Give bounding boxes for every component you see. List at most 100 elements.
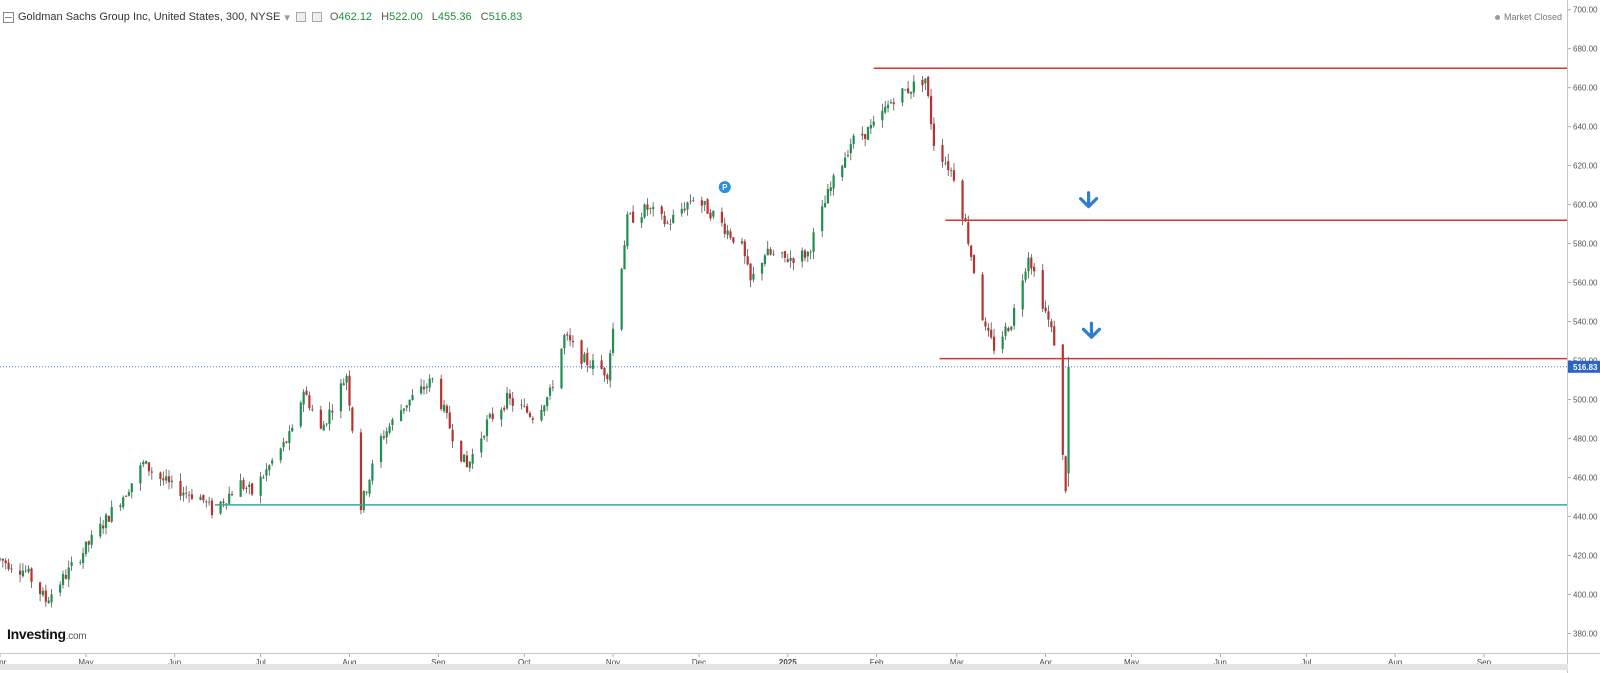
- candle: [869, 119, 872, 134]
- candle-body: [889, 102, 893, 104]
- x-tick-label: Dec: [692, 658, 706, 667]
- candle: [150, 467, 153, 480]
- candle-body: [382, 436, 385, 438]
- hide-icon[interactable]: [311, 12, 322, 22]
- candle: [359, 428, 363, 515]
- candle: [548, 384, 552, 400]
- candle-body: [483, 436, 486, 438]
- candle: [846, 149, 850, 158]
- candle: [465, 450, 469, 468]
- candle-body: [849, 144, 852, 154]
- candle: [1067, 356, 1070, 487]
- candle: [992, 329, 996, 355]
- candle: [726, 225, 729, 240]
- candle: [411, 389, 414, 401]
- candle: [949, 167, 953, 177]
- candle: [431, 377, 434, 383]
- candle-body: [411, 395, 414, 400]
- open-value: 462.12: [338, 11, 373, 23]
- x-tick-label: Mar: [950, 658, 964, 667]
- candle-body: [491, 413, 494, 420]
- candle-body: [165, 476, 168, 481]
- x-tick-label: Jun: [168, 658, 181, 667]
- candle-body: [119, 505, 122, 508]
- candle: [901, 87, 904, 107]
- candle-body: [488, 414, 491, 418]
- settings-icon[interactable]: [295, 12, 306, 22]
- candle-body: [471, 454, 474, 464]
- candle-body: [829, 187, 832, 192]
- candle-body: [50, 594, 53, 603]
- candle: [1001, 331, 1004, 354]
- candle-body: [228, 493, 231, 504]
- candle-body: [422, 386, 426, 390]
- candle: [259, 472, 262, 504]
- candle: [182, 486, 185, 502]
- candle-body: [262, 477, 265, 479]
- candle: [440, 374, 443, 411]
- candle: [471, 448, 474, 470]
- candle: [308, 391, 311, 411]
- dropdown-icon[interactable]: ▾: [284, 11, 290, 24]
- candle: [889, 99, 893, 104]
- candle: [84, 541, 88, 557]
- collapse-icon[interactable]: [3, 11, 14, 23]
- candle-body: [864, 134, 867, 139]
- candle: [445, 403, 448, 419]
- candle-body: [21, 570, 25, 577]
- candle: [305, 386, 308, 396]
- candle-body: [952, 170, 956, 181]
- candle: [365, 491, 368, 496]
- candle: [500, 407, 503, 427]
- candle: [769, 247, 772, 256]
- y-tick-label: 700.00: [1573, 6, 1598, 15]
- candle-body: [1067, 366, 1070, 474]
- candle-body: [949, 170, 953, 171]
- candle: [852, 133, 855, 149]
- candle: [285, 440, 288, 444]
- candle-body: [305, 390, 308, 396]
- candle: [302, 389, 305, 413]
- candle-body: [485, 419, 489, 436]
- candle: [666, 220, 669, 225]
- candle-body: [500, 409, 503, 420]
- candle: [649, 207, 652, 215]
- candle: [981, 272, 984, 321]
- candle: [199, 494, 202, 501]
- candle-body: [629, 213, 632, 215]
- candle-body: [368, 479, 371, 494]
- candle: [311, 404, 314, 412]
- candle: [139, 462, 142, 491]
- candle: [488, 412, 491, 420]
- candle-body: [425, 386, 428, 388]
- candle-body: [812, 232, 815, 252]
- y-tick-label: 440.00: [1573, 513, 1598, 522]
- candle-body: [886, 104, 890, 109]
- candle: [185, 485, 188, 499]
- candle-body: [147, 462, 151, 472]
- candle-body: [451, 429, 454, 442]
- candle: [1024, 267, 1027, 283]
- candle-body: [927, 76, 930, 96]
- candle-body: [692, 200, 695, 202]
- candle-body: [526, 406, 529, 413]
- candle-body: [142, 462, 145, 465]
- candle-body: [892, 102, 895, 105]
- candle: [124, 494, 128, 497]
- candle: [408, 399, 411, 412]
- candle-body: [59, 584, 62, 593]
- candle-body: [265, 469, 268, 476]
- candle-body: [786, 259, 789, 262]
- time-scrollbar[interactable]: [0, 664, 1568, 670]
- candle-body: [70, 562, 73, 566]
- candle-body: [110, 507, 113, 522]
- candle: [371, 459, 374, 485]
- candle-body: [626, 214, 629, 247]
- instrument-title: Goldman Sachs Group Inc, United States, …: [18, 11, 281, 23]
- high-value: 522.00: [389, 11, 423, 23]
- candlestick-series: [0, 75, 1070, 608]
- candle-body: [546, 397, 549, 407]
- candle-body: [1004, 326, 1007, 336]
